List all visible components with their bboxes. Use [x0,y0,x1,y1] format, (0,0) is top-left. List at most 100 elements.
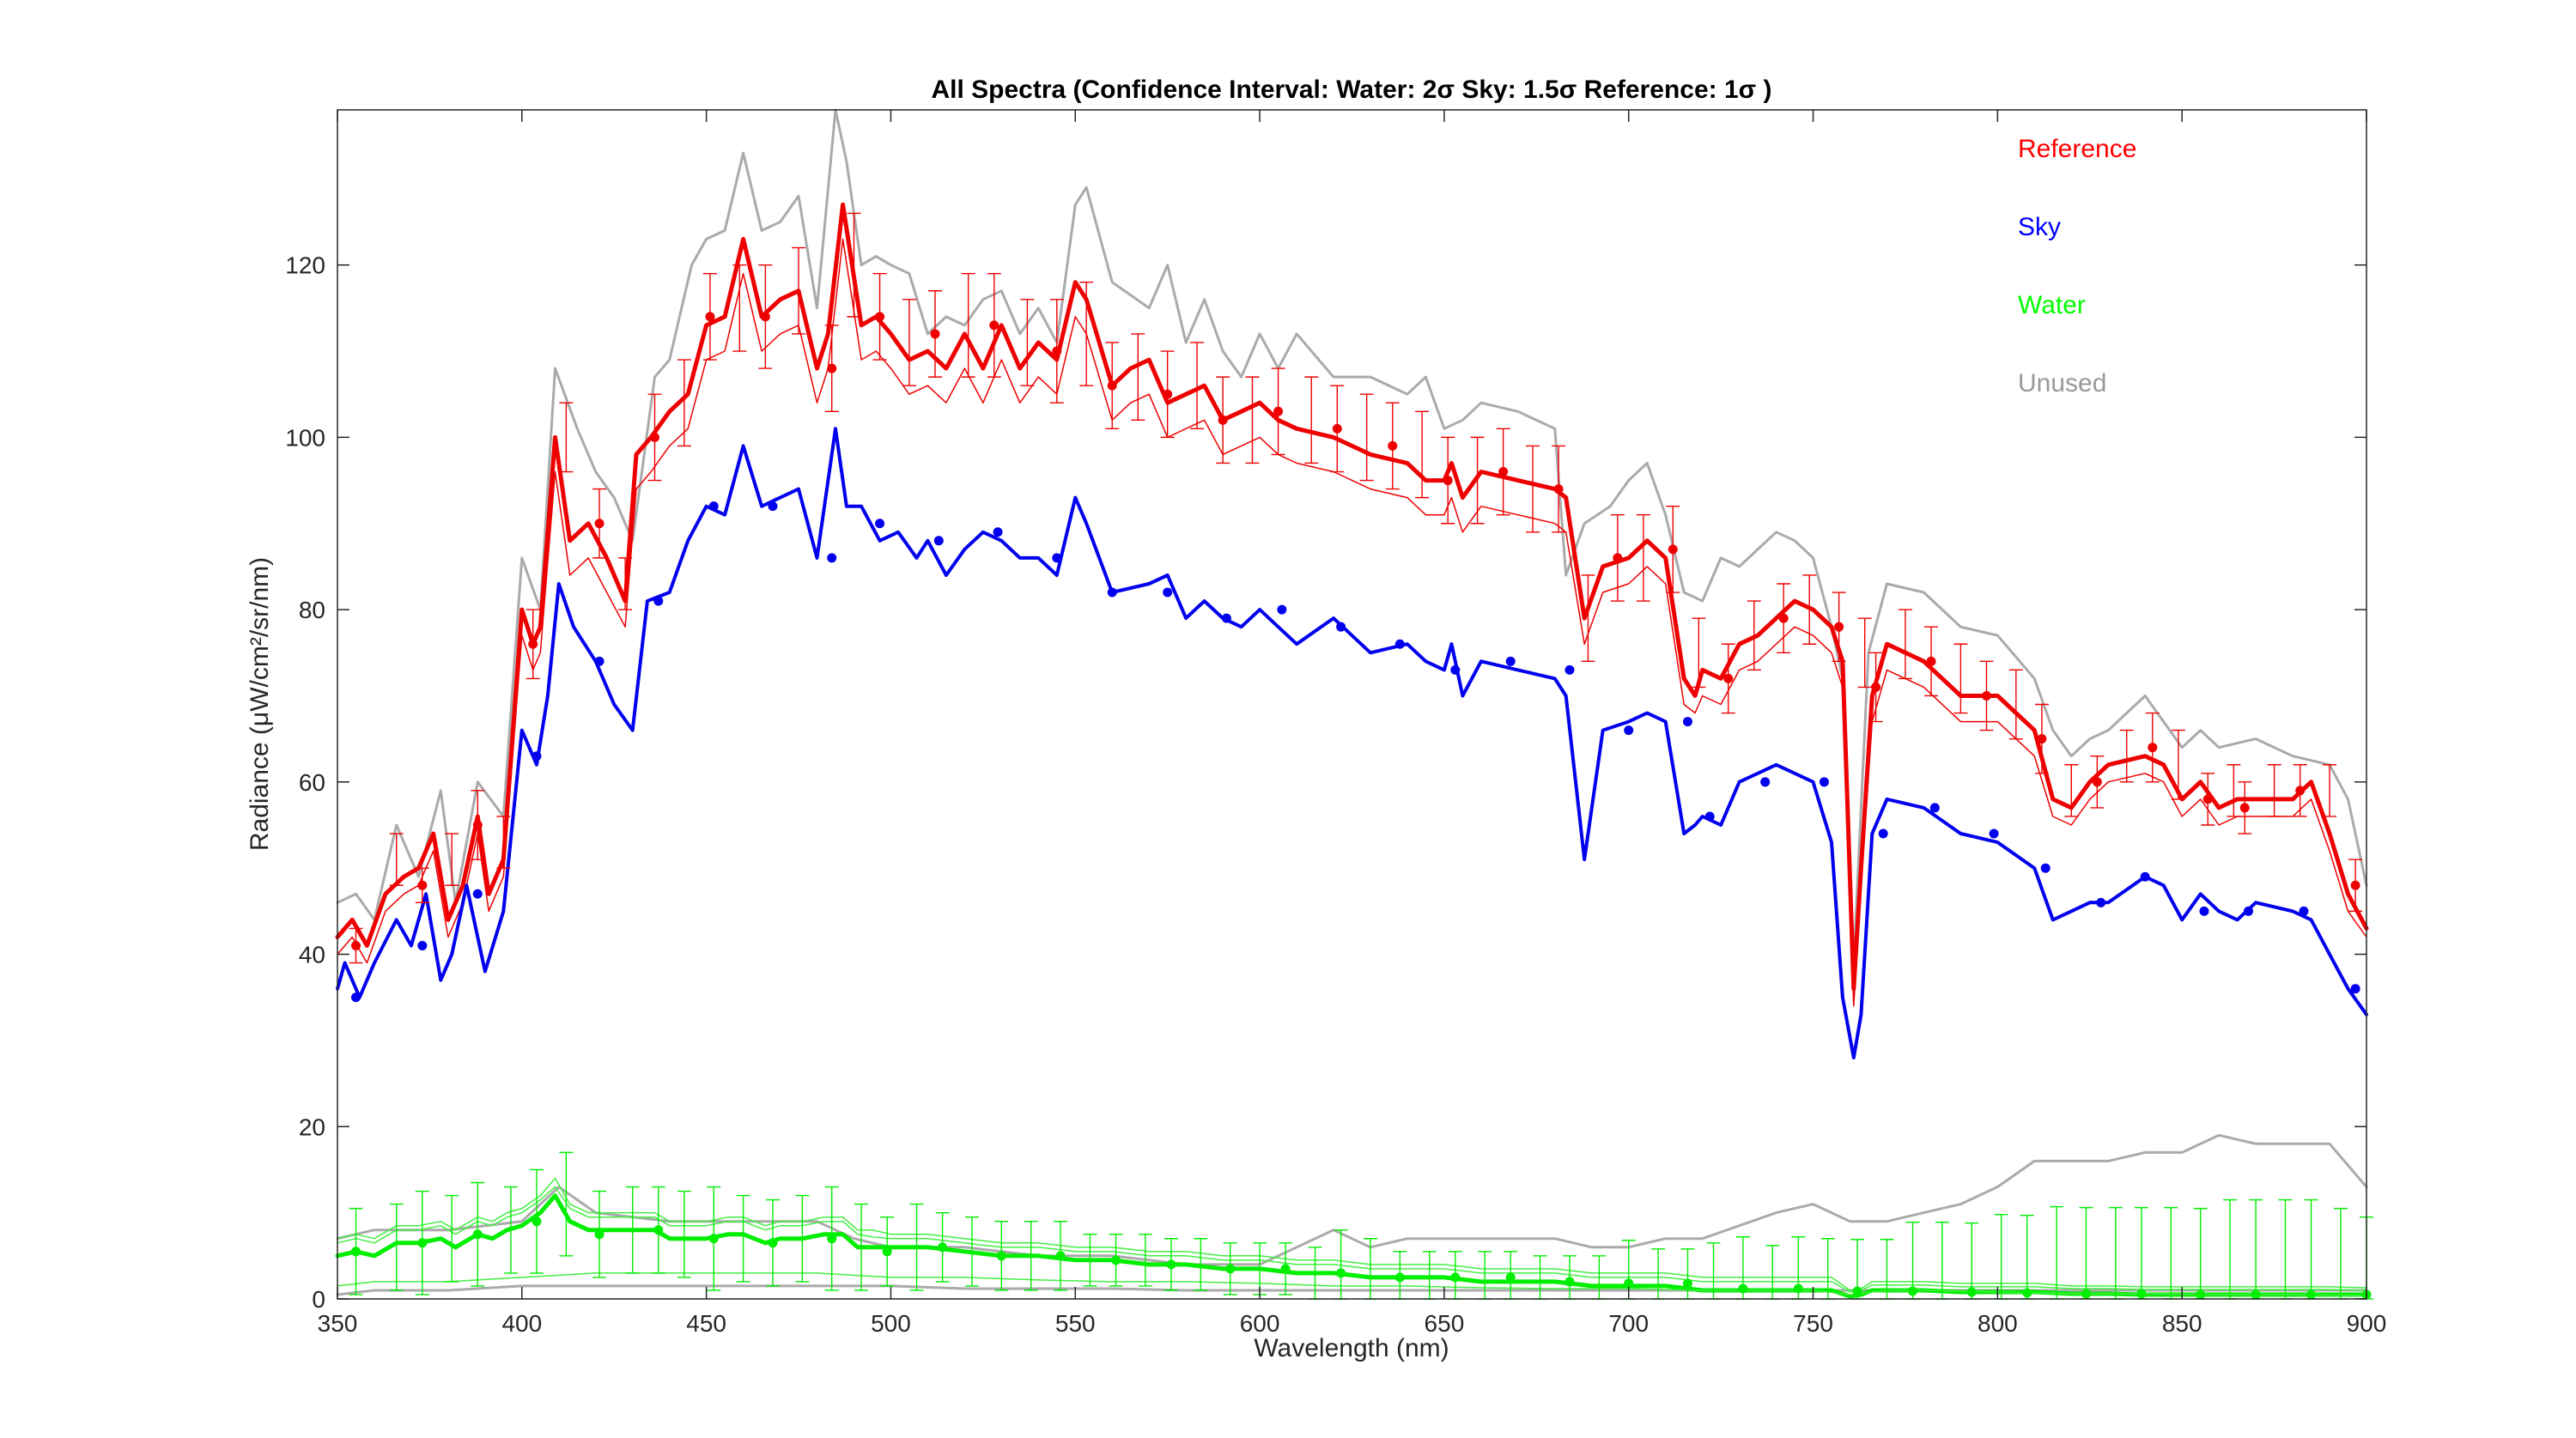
sky-marker [1704,811,1715,822]
sky-marker [472,889,483,899]
reference-marker [649,432,659,442]
x-tick-label: 900 [2347,1310,2387,1337]
reference-error-bar [847,212,861,318]
reference-error-bar [1953,643,1968,714]
water-marker [2306,1289,2317,1300]
reference-error-bar [2064,764,2079,817]
water-marker [1111,1255,1121,1265]
y-tick-label: 0 [312,1286,325,1313]
x-tick-label: 800 [1978,1310,2018,1337]
sky-marker [1505,656,1516,666]
water-error-bar [1194,1238,1208,1291]
reference-marker [1553,484,1564,495]
sky-marker [1878,828,1888,839]
reference-marker [1388,440,1398,451]
x-tick-label: 650 [1425,1310,1465,1337]
water-marker [1624,1278,1634,1289]
sky-marker [1221,613,1231,623]
reference-marker [2295,786,2306,796]
reference-marker [1218,415,1228,425]
reference-error-bar [1526,445,1540,533]
reference-error-bar [1245,376,1260,464]
water-marker [2081,1289,2091,1299]
reference-marker [1834,622,1844,632]
water-error-bar [559,1151,574,1257]
sky-marker [1819,777,1829,787]
sky-marker [1336,622,1346,632]
water-marker [2196,1289,2206,1300]
water-error-bar [389,1203,404,1291]
reference-marker [2092,777,2102,787]
reference-marker [1332,423,1342,434]
reference-error-bar [1190,342,1205,430]
water-marker [1908,1286,1918,1296]
water-marker [1564,1277,1575,1287]
y-tick-label: 100 [285,424,325,451]
legend: Reference Sky Water Unused [2018,135,2136,397]
x-tick-label: 700 [1608,1310,1649,1337]
reference-error-bar [1802,574,1817,645]
water-marker [1394,1272,1405,1283]
reference-marker [1613,553,1623,563]
reference-marker [1443,476,1453,486]
y-tick-label: 60 [299,769,325,796]
y-tick-label: 80 [299,597,325,623]
water-mid-line [337,1186,2367,1293]
reference-error-bar [2323,764,2337,817]
reference-marker [350,941,361,951]
reference-error-bar [1131,333,1145,422]
reference-error-bar [792,246,806,335]
sky-marker [1450,664,1461,675]
x-axis-label: Wavelength (nm) [1254,1334,1449,1362]
x-tick-label: 500 [871,1310,911,1337]
legend-entry-sky: Sky [2018,213,2061,241]
sky-marker [875,519,885,529]
tick-layer [337,110,2367,1300]
water-marker [938,1242,948,1253]
reference-marker [528,639,538,649]
x-tick-label: 750 [1793,1310,1833,1337]
water-marker [708,1234,719,1244]
water-error-bar [625,1186,640,1274]
reference-marker [1107,380,1117,391]
water-error-bar [964,1216,979,1287]
reference-marker [2037,734,2047,744]
y-axis-label: Radiance (μW/cm²/sr/nm) [246,557,274,851]
reference-marker [1981,690,1991,701]
reference-error-bar [445,833,459,886]
reference-error-bar [2267,764,2281,817]
water-error-bar [1083,1234,1097,1287]
x-tick-label: 600 [1240,1310,1280,1337]
water-marker [2251,1289,2261,1300]
reference-error-bar [732,264,747,352]
reference-marker [1778,613,1789,623]
sky-marker [2244,906,2254,916]
sky-marker [1564,664,1575,675]
water-marker [594,1229,605,1240]
water-marker [653,1225,664,1235]
sky-marker [350,992,361,1003]
reference-marker [2350,880,2360,890]
sky-marker [1394,639,1405,649]
reference-error-bar [1636,514,1650,602]
x-tick-labels: 350 400 450 500 550 600 650 700 750 800 850 900 [318,1310,2387,1337]
water-marker [827,1234,837,1244]
water-marker [1225,1264,1236,1274]
reference-error-bar [1415,410,1430,499]
reference-error-bar [677,359,691,447]
reference-error-bar [1079,282,1094,386]
sky-marker [417,941,428,951]
reference-error-bar [1747,600,1761,671]
reference-error-bar [961,272,975,378]
sky-marker [708,501,719,512]
water-marker [1336,1268,1346,1278]
water-marker [882,1247,892,1257]
reference-marker [2202,794,2213,804]
reference-marker [417,880,428,890]
water-marker [532,1217,542,1227]
reference-marker [2148,743,2158,753]
water-error-bar [677,1190,691,1278]
sky-marker [1277,604,1287,615]
water-error-bar [503,1186,518,1274]
legend-entry-water: Water [2018,291,2086,319]
